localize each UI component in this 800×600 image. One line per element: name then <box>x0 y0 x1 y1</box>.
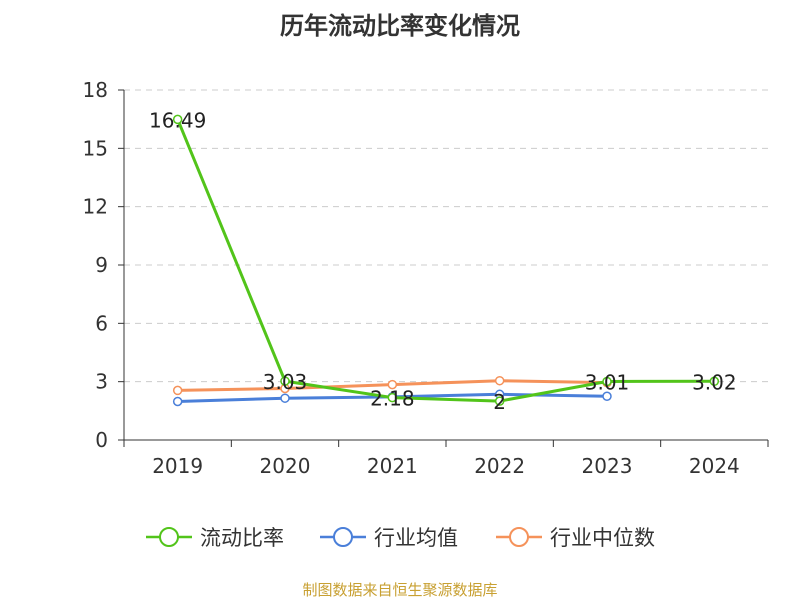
x-tick-label: 2019 <box>152 454 203 478</box>
x-tick-label: 2022 <box>474 454 525 478</box>
data-source-note: 制图数据来自恒生聚源数据库 <box>302 581 498 599</box>
legend-marker-icon <box>159 527 179 547</box>
legend-label: 流动比率 <box>200 526 284 550</box>
legend-label: 行业均值 <box>374 526 458 550</box>
y-tick-label: 12 <box>83 195 108 219</box>
legend[interactable]: 流动比率 行业均值 行业中位数 <box>146 526 655 550</box>
x-tick-label: 2020 <box>260 454 311 478</box>
data-label: 2 <box>493 390 506 414</box>
data-point <box>709 376 720 387</box>
data-label: 3.01 <box>585 370 630 394</box>
data-point <box>387 379 398 390</box>
data-point <box>602 376 612 387</box>
data-point <box>172 114 183 125</box>
data-point <box>172 385 183 396</box>
y-tick-label: 0 <box>95 428 108 452</box>
data-label: 3.02 <box>692 370 737 394</box>
y-tick-label: 18 <box>83 78 108 102</box>
data-point <box>494 375 505 386</box>
series-line <box>176 118 715 403</box>
data-point <box>280 376 290 386</box>
chart-title: 历年流动比率变化情况 <box>280 12 520 40</box>
legend-marker-icon <box>333 527 353 547</box>
data-labels: 16.49 3.03 2.18 2 3.01 3.02 <box>149 108 737 414</box>
data-point <box>602 391 612 401</box>
grid-lines <box>124 89 768 383</box>
x-tick-label: 2023 <box>582 454 633 478</box>
data-point <box>280 393 290 403</box>
y-tick-label: 3 <box>95 370 108 394</box>
axes: 0 3 6 9 12 15 18 2019 2020 2021 2022 2023 2024 <box>83 78 769 478</box>
legend-item[interactable]: 流动比率 <box>146 526 284 550</box>
data-label: 16.49 <box>149 108 206 132</box>
data-point <box>387 392 398 403</box>
series-lines <box>172 114 720 407</box>
y-tick-label: 9 <box>95 253 108 277</box>
x-tick-label: 2024 <box>689 454 740 478</box>
data-point <box>494 396 505 406</box>
y-tick-label: 6 <box>95 311 108 335</box>
data-label: 3.03 <box>263 370 308 394</box>
x-tick-label: 2021 <box>367 454 418 478</box>
legend-marker-icon <box>509 527 529 547</box>
y-tick-label: 15 <box>83 136 108 160</box>
data-point <box>172 396 183 407</box>
legend-item[interactable]: 行业均值 <box>320 526 458 550</box>
data-label: 2.18 <box>370 387 415 411</box>
legend-item[interactable]: 行业中位数 <box>496 526 655 550</box>
legend-label: 行业中位数 <box>550 526 655 550</box>
